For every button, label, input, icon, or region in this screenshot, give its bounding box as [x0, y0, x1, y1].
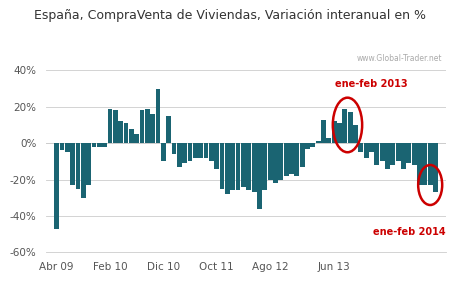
- Bar: [129, 128, 134, 143]
- Bar: [278, 143, 283, 180]
- Bar: [177, 143, 181, 167]
- Bar: [427, 143, 431, 185]
- Bar: [416, 143, 421, 185]
- Bar: [75, 143, 80, 188]
- Bar: [347, 112, 352, 143]
- Bar: [400, 143, 405, 168]
- Bar: [150, 114, 155, 143]
- Bar: [310, 143, 314, 147]
- Text: ene-feb 2014: ene-feb 2014: [372, 227, 444, 237]
- Bar: [113, 110, 118, 143]
- Bar: [283, 143, 288, 176]
- Bar: [230, 143, 235, 191]
- Bar: [384, 143, 389, 168]
- Bar: [251, 143, 256, 192]
- Bar: [81, 143, 85, 198]
- Bar: [304, 143, 309, 148]
- Bar: [257, 143, 261, 209]
- Bar: [187, 143, 192, 161]
- Bar: [246, 143, 251, 191]
- Bar: [262, 143, 267, 191]
- Bar: [273, 143, 277, 183]
- Bar: [161, 143, 165, 161]
- Bar: [224, 143, 230, 194]
- Bar: [140, 110, 144, 143]
- Bar: [235, 143, 240, 191]
- Bar: [374, 143, 378, 165]
- Bar: [91, 143, 96, 147]
- Bar: [315, 141, 320, 143]
- Bar: [241, 143, 245, 187]
- Bar: [320, 119, 325, 143]
- Bar: [331, 121, 336, 143]
- Bar: [54, 143, 59, 229]
- Bar: [406, 143, 410, 163]
- Bar: [198, 143, 203, 158]
- Bar: [336, 123, 341, 143]
- Bar: [411, 143, 416, 165]
- Bar: [288, 143, 293, 174]
- Bar: [166, 116, 171, 143]
- Bar: [97, 143, 101, 147]
- Bar: [341, 108, 347, 143]
- Bar: [203, 143, 208, 158]
- Bar: [171, 143, 176, 154]
- Bar: [65, 143, 70, 152]
- Bar: [219, 143, 224, 188]
- Bar: [60, 143, 64, 151]
- Bar: [208, 143, 213, 161]
- Bar: [421, 143, 426, 185]
- Bar: [123, 123, 128, 143]
- Bar: [326, 138, 330, 143]
- Bar: [368, 143, 373, 152]
- Bar: [299, 143, 304, 167]
- Text: www.Global-Trader.net: www.Global-Trader.net: [356, 54, 441, 63]
- Bar: [363, 143, 368, 158]
- Bar: [267, 143, 272, 180]
- Text: España, CompraVenta de Viviendas, Variación interanual en %: España, CompraVenta de Viviendas, Variac…: [34, 9, 425, 22]
- Bar: [214, 143, 218, 168]
- Bar: [182, 143, 187, 163]
- Bar: [86, 143, 91, 185]
- Bar: [379, 143, 384, 161]
- Bar: [70, 143, 75, 185]
- Bar: [294, 143, 298, 176]
- Bar: [358, 143, 363, 152]
- Bar: [432, 143, 437, 192]
- Bar: [353, 125, 357, 143]
- Bar: [107, 108, 112, 143]
- Bar: [102, 143, 107, 147]
- Bar: [395, 143, 400, 161]
- Bar: [145, 108, 150, 143]
- Bar: [390, 143, 394, 165]
- Bar: [134, 134, 139, 143]
- Text: ene-feb 2013: ene-feb 2013: [335, 79, 407, 88]
- Bar: [193, 143, 197, 158]
- Bar: [118, 121, 123, 143]
- Bar: [155, 88, 160, 143]
